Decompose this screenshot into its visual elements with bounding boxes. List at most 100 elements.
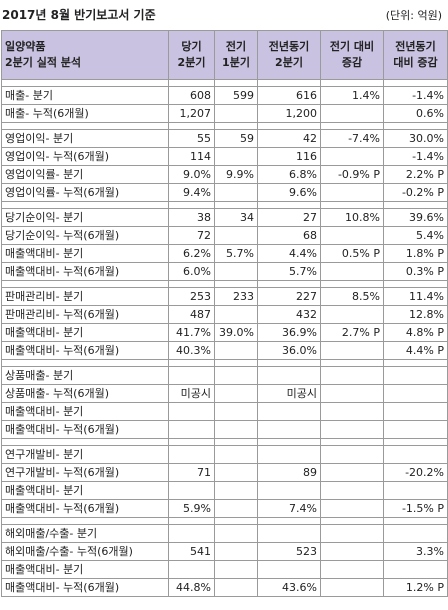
separator-cell	[383, 122, 448, 130]
header-prior-year-quarter: 전년동기 2분기	[257, 30, 321, 80]
value-cell: 11.4%	[383, 287, 448, 306]
value-cell	[257, 445, 321, 464]
separator-cell	[320, 359, 384, 367]
table-row: 매출액대비- 누적(6개월) 6.0% 5.7% 0.3% P	[1, 262, 448, 281]
value-cell: 27	[257, 208, 321, 227]
row-label-cell: 영업이익- 누적(6개월)	[1, 147, 169, 166]
value-cell: 5.9%	[168, 499, 215, 518]
separator-cell	[320, 517, 384, 525]
separator-cell	[320, 201, 384, 209]
value-cell	[168, 420, 215, 439]
row-label-cell: 매출액대비- 누적(6개월)	[1, 420, 169, 439]
separator-cell	[168, 517, 215, 525]
separator-cell	[214, 122, 258, 130]
table-row: 매출액대비- 누적(6개월) 40.3% 36.0% 4.4% P	[1, 341, 448, 360]
row-label-cell: 매출액대비- 누적(6개월)	[1, 578, 169, 597]
value-cell	[168, 560, 215, 579]
value-cell	[214, 420, 258, 439]
row-label-cell: 판매관리비- 누적(6개월)	[1, 305, 169, 324]
separator-cell	[257, 438, 321, 446]
value-cell	[214, 226, 258, 245]
value-cell: 30.0%	[383, 129, 448, 148]
separator-cell	[168, 122, 215, 130]
value-cell	[214, 183, 258, 202]
value-cell: 1.2% P	[383, 578, 448, 597]
value-cell	[383, 481, 448, 500]
value-cell	[320, 341, 384, 360]
table-row: 상품매출- 누적(6개월) 미공시 미공시	[1, 384, 448, 403]
table-row: 매출액대비- 분기	[1, 402, 448, 421]
page-title: 2017년 8월 반기보고서 기준	[2, 8, 156, 22]
value-cell	[320, 384, 384, 403]
table-row: 연구개발비- 누적(6개월) 71 89 -20.2%	[1, 463, 448, 482]
separator-cell	[383, 280, 448, 288]
group-separator	[1, 122, 448, 130]
value-cell	[214, 481, 258, 500]
row-label-cell: 매출액대비- 누적(6개월)	[1, 499, 169, 518]
value-cell	[214, 578, 258, 597]
value-cell	[214, 499, 258, 518]
table-row: 해외매출/수출- 분기	[1, 524, 448, 543]
row-label-cell: 매출액대비- 누적(6개월)	[1, 262, 169, 281]
value-cell: 6.0%	[168, 262, 215, 281]
value-cell	[257, 402, 321, 421]
separator-cell	[214, 201, 258, 209]
table-row: 매출액대비- 분기 6.2% 5.7% 4.4% 0.5% P 1.8% P	[1, 244, 448, 263]
value-cell: 36.9%	[257, 323, 321, 342]
value-cell: 608	[168, 86, 215, 105]
separator-cell	[1, 438, 169, 446]
value-cell	[383, 524, 448, 543]
table-row: 판매관리비- 누적(6개월) 487 432 12.8%	[1, 305, 448, 324]
value-cell: -1.5% P	[383, 499, 448, 518]
row-label-cell: 매출액대비- 누적(6개월)	[1, 341, 169, 360]
table-row: 매출액대비- 분기 41.7% 39.0% 36.9% 2.7% P 4.8% P	[1, 323, 448, 342]
row-label-cell: 매출액대비- 분기	[1, 402, 169, 421]
separator-cell	[168, 201, 215, 209]
table-header-row: 일양약품 2분기 실적 분석 당기 2분기 전기 1분기 전년동기 2분기 전기 대비 증…	[1, 30, 448, 80]
value-cell	[214, 384, 258, 403]
separator-cell	[257, 79, 321, 87]
value-cell: 599	[214, 86, 258, 105]
value-cell: 미공시	[257, 384, 321, 403]
separator-cell	[214, 438, 258, 446]
table-row: 매출액대비- 누적(6개월)	[1, 420, 448, 439]
row-label-cell: 매출- 분기	[1, 86, 169, 105]
value-cell: 9.9%	[214, 165, 258, 184]
table-body: 매출- 분기 608 599 616 1.4% -1.4% 매출- 누적(6개월) 1,207…	[1, 79, 448, 597]
value-cell	[320, 524, 384, 543]
value-cell	[320, 104, 384, 123]
value-cell: 10.8%	[320, 208, 384, 227]
value-cell: 43.6%	[257, 578, 321, 597]
value-cell: 616	[257, 86, 321, 105]
group-separator	[1, 517, 448, 525]
value-cell: 2.2% P	[383, 165, 448, 184]
row-label-cell: 해외매출/수출- 분기	[1, 524, 169, 543]
row-label-cell: 상품매출- 분기	[1, 366, 169, 385]
value-cell: 미공시	[168, 384, 215, 403]
value-cell: 227	[257, 287, 321, 306]
separator-cell	[214, 517, 258, 525]
group-separator	[1, 359, 448, 367]
value-cell	[168, 481, 215, 500]
separator-cell	[168, 79, 215, 87]
separator-cell	[1, 201, 169, 209]
value-cell: 487	[168, 305, 215, 324]
value-cell	[257, 366, 321, 385]
value-cell: 38	[168, 208, 215, 227]
table-row: 매출액대비- 분기	[1, 560, 448, 579]
separator-cell	[257, 280, 321, 288]
row-label-cell: 연구개발비- 분기	[1, 445, 169, 464]
value-cell: 0.3% P	[383, 262, 448, 281]
value-cell: 541	[168, 542, 215, 561]
value-cell: 59	[214, 129, 258, 148]
header-qoq-change: 전기 대비 증감	[320, 30, 384, 80]
unit-label: (단위: 억원)	[385, 9, 442, 22]
group-separator	[1, 79, 448, 87]
value-cell	[168, 366, 215, 385]
value-cell: 116	[257, 147, 321, 166]
value-cell	[214, 463, 258, 482]
value-cell: 72	[168, 226, 215, 245]
report-header: 2017년 8월 반기보고서 기준 (단위: 억원)	[0, 0, 448, 30]
table-row: 매출- 누적(6개월) 1,207 1,200 0.6%	[1, 104, 448, 123]
value-cell: 4.4%	[257, 244, 321, 263]
